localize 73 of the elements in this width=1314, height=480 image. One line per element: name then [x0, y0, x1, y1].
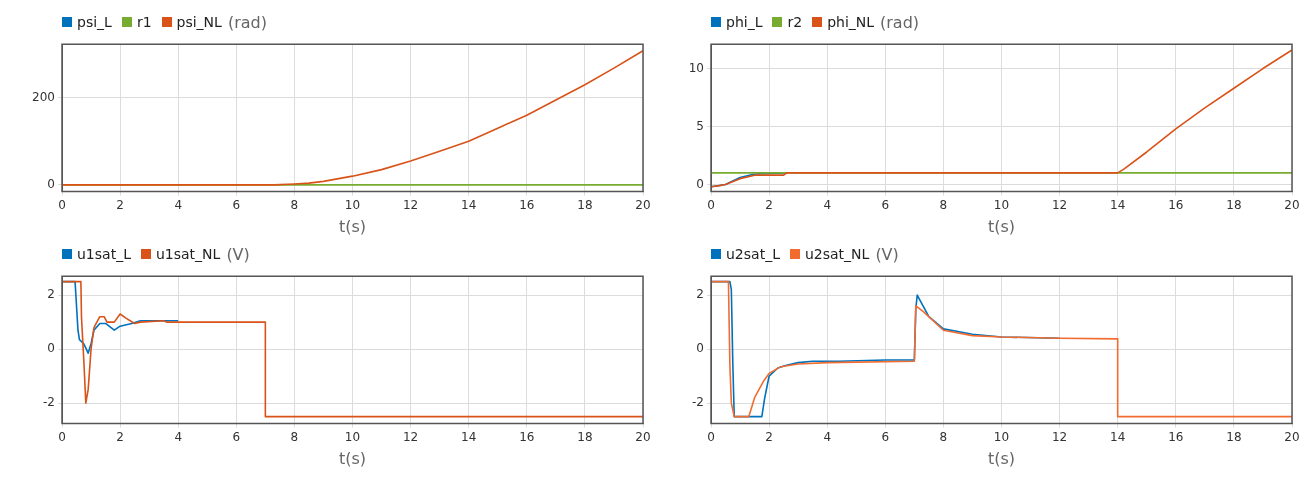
legend-label: phi_L [726, 14, 763, 30]
x-tick-label: 6 [881, 197, 890, 212]
x-tick-label: 2 [765, 197, 773, 212]
x-tick-label: 8 [290, 197, 299, 212]
x-tick-label: 20 [1284, 197, 1300, 212]
x-tick-label: 18 [1226, 429, 1242, 444]
y-tick-label: 0 [47, 341, 55, 356]
legend-label: u1sat_NL [155, 246, 221, 262]
x-tick-label: 20 [635, 197, 651, 212]
legend-label: r1 [136, 14, 152, 30]
x-tick-label: 12 [402, 197, 419, 212]
x-tick-label: 14 [461, 429, 477, 444]
x-axis-title: t(s) [987, 448, 1016, 468]
x-tick-label: 0 [58, 197, 66, 212]
legend-title: (rad) [880, 12, 920, 32]
x-tick-label: 16 [1168, 197, 1184, 212]
y-tick-label: 0 [47, 176, 55, 191]
x-tick-label: 16 [519, 197, 535, 212]
x-tick-label: 14 [461, 197, 477, 212]
legend-title: (V) [875, 244, 899, 264]
y-tick-label: 0 [696, 176, 704, 191]
x-tick-label: 20 [1284, 429, 1300, 444]
x-tick-label: 2 [116, 429, 124, 444]
x-tick-label: 6 [232, 429, 241, 444]
x-tick-label: 18 [577, 197, 593, 212]
legend-title: (V) [226, 244, 250, 264]
legend-label: u2sat_L [726, 246, 780, 262]
x-tick-label: 10 [993, 197, 1010, 212]
x-tick-label: 2 [116, 197, 124, 212]
y-tick-label: 10 [688, 60, 704, 75]
x-tick-label: 18 [1226, 197, 1242, 212]
x-tick-label: 4 [823, 429, 832, 444]
x-tick-label: 0 [58, 429, 66, 444]
x-tick-label: 8 [290, 429, 299, 444]
x-tick-label: 4 [174, 197, 183, 212]
x-tick-label: 16 [1168, 429, 1184, 444]
x-tick-label: 6 [232, 197, 241, 212]
x-tick-label: 2 [765, 429, 773, 444]
x-tick-label: 8 [939, 197, 948, 212]
y-tick-label: 0 [696, 341, 704, 356]
legend-label: u1sat_L [77, 246, 131, 262]
y-tick-label: 2 [696, 287, 704, 302]
y-tick-label: 200 [32, 89, 55, 104]
y-tick-label: -2 [692, 395, 704, 410]
y-tick-label: 5 [696, 118, 704, 133]
y-tick-label: -2 [43, 395, 55, 410]
x-axis-title: t(s) [338, 216, 367, 236]
x-axis-title: t(s) [338, 448, 367, 468]
x-tick-label: 14 [1110, 429, 1126, 444]
x-tick-label: 12 [1051, 197, 1068, 212]
x-tick-label: 0 [707, 429, 715, 444]
legend-label: r2 [787, 14, 803, 30]
x-tick-label: 8 [939, 429, 948, 444]
x-axis-title: t(s) [987, 216, 1016, 236]
x-tick-label: 12 [402, 429, 419, 444]
x-tick-label: 0 [707, 197, 715, 212]
x-tick-label: 4 [823, 197, 832, 212]
x-tick-label: 20 [635, 429, 651, 444]
legend-label: phi_NL [827, 14, 875, 30]
legend-label: u2sat_NL [804, 246, 870, 262]
x-tick-label: 16 [519, 429, 535, 444]
y-tick-label: 2 [47, 287, 55, 302]
x-tick-label: 10 [344, 197, 361, 212]
legend-title: (rad) [227, 12, 267, 32]
x-tick-label: 18 [577, 429, 593, 444]
legend-label: psi_L [77, 14, 112, 30]
x-tick-label: 4 [174, 429, 183, 444]
x-tick-label: 10 [344, 429, 361, 444]
x-tick-label: 14 [1110, 197, 1126, 212]
x-tick-label: 6 [881, 429, 890, 444]
x-tick-label: 10 [993, 429, 1010, 444]
legend-label: psi_NL [176, 14, 222, 30]
x-tick-label: 12 [1051, 429, 1068, 444]
